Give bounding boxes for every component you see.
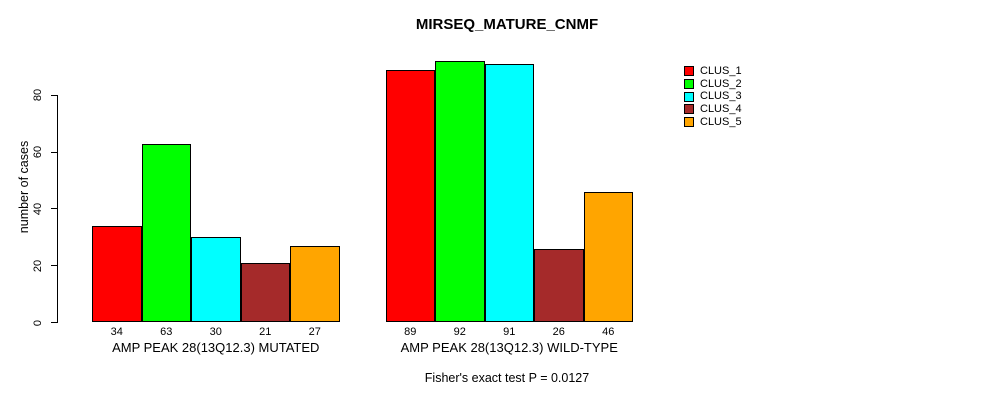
- legend-label: CLUS_4: [700, 102, 742, 115]
- legend-item: CLUS_3: [684, 90, 742, 103]
- y-tick-mark: [50, 208, 58, 210]
- bar-value-label: 63: [160, 326, 173, 338]
- legend-swatch-clus_4: [684, 104, 694, 115]
- legend-label: CLUS_1: [700, 64, 742, 77]
- y-tick-mark: [50, 94, 58, 96]
- chart-title: MIRSEQ_MATURE_CNMF: [415, 16, 599, 33]
- bar-clus_1: [385, 69, 435, 323]
- bar-value-label: 91: [503, 326, 516, 338]
- y-axis-line: [57, 95, 59, 324]
- bar-clus_4: [534, 248, 584, 323]
- bar-clus_1: [92, 225, 142, 323]
- bar-value-label: 34: [110, 326, 123, 338]
- legend-item: CLUS_1: [684, 65, 742, 78]
- bar-value-label: 21: [259, 326, 272, 338]
- bar-clus_3: [191, 237, 241, 323]
- bar-clus_2: [141, 143, 191, 323]
- legend-item: CLUS_5: [684, 116, 742, 129]
- bar-value-label: 30: [209, 326, 222, 338]
- bar-clus_5: [583, 191, 633, 323]
- bar-value-label: 89: [404, 326, 417, 338]
- y-tick-label: 40: [32, 202, 44, 216]
- bar-value-label: 46: [602, 326, 615, 338]
- legend-swatch-clus_2: [684, 79, 694, 90]
- legend-swatch-clus_1: [684, 66, 694, 77]
- bar-value-label: 92: [453, 326, 466, 338]
- legend-item: CLUS_4: [684, 103, 742, 116]
- legend-label: CLUS_2: [700, 77, 742, 90]
- legend-label: CLUS_5: [700, 115, 742, 128]
- y-tick-label: 60: [32, 145, 44, 159]
- legend-label: CLUS_3: [700, 90, 742, 103]
- legend-item: CLUS_2: [684, 78, 742, 91]
- y-tick-mark: [50, 265, 58, 267]
- legend: CLUS_1 CLUS_2 CLUS_3 CLUS_4 CLUS_5: [684, 65, 742, 128]
- x-group-label: AMP PEAK 28(13Q12.3) WILD-TYPE: [400, 340, 618, 355]
- legend-swatch-clus_5: [684, 117, 694, 128]
- x-group-label: AMP PEAK 28(13Q12.3) MUTATED: [112, 340, 320, 355]
- bar-value-label: 27: [308, 326, 321, 338]
- annotation-text: Fisher's exact test P = 0.0127: [424, 371, 590, 385]
- bar-clus_5: [290, 245, 340, 323]
- bar-clus_2: [435, 61, 485, 323]
- y-tick-mark: [50, 151, 58, 153]
- y-tick-label: 80: [32, 89, 44, 102]
- y-tick-label: 0: [32, 319, 44, 326]
- y-tick-label: 20: [32, 259, 44, 272]
- bar-clus_3: [484, 64, 534, 323]
- bar-clus_4: [240, 262, 290, 323]
- bar-value-label: 26: [552, 326, 565, 338]
- y-tick-mark: [50, 321, 58, 324]
- legend-swatch-clus_3: [684, 91, 694, 102]
- y-axis-title: number of cases: [17, 140, 31, 234]
